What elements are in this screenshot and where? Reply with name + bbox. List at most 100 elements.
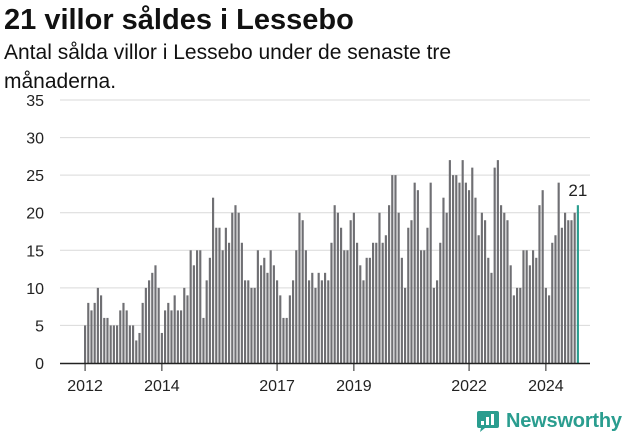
bar xyxy=(160,332,163,363)
bar xyxy=(221,250,224,363)
bar xyxy=(436,280,439,363)
bar xyxy=(484,220,487,363)
bar xyxy=(378,212,381,363)
bar xyxy=(199,250,202,363)
x-tick-label-2014: 2014 xyxy=(144,378,180,395)
bar xyxy=(442,197,445,363)
bar xyxy=(132,325,135,363)
bar xyxy=(512,295,515,363)
bar xyxy=(410,220,413,363)
bar xyxy=(461,160,464,363)
bar xyxy=(480,212,483,363)
bar xyxy=(308,280,311,363)
bar xyxy=(391,175,394,363)
bar xyxy=(426,227,429,363)
bar xyxy=(573,212,576,363)
bar xyxy=(282,317,285,363)
bar xyxy=(560,227,563,363)
bar xyxy=(231,212,234,363)
bar xyxy=(496,160,499,363)
bar xyxy=(500,205,503,363)
bar xyxy=(260,265,263,363)
bar xyxy=(368,257,371,363)
bar xyxy=(554,235,557,363)
bar xyxy=(288,295,291,363)
bar xyxy=(490,272,493,363)
bar xyxy=(404,287,407,363)
bar xyxy=(340,227,343,363)
bar xyxy=(103,317,106,363)
bar xyxy=(349,220,352,363)
bar xyxy=(420,250,423,363)
bar xyxy=(173,295,176,363)
bar xyxy=(356,242,359,363)
bar xyxy=(256,250,259,363)
bar xyxy=(509,265,512,363)
chart-title: 21 villor såldes i Lessebo xyxy=(4,4,354,36)
bar xyxy=(487,257,490,363)
bar xyxy=(346,250,349,363)
bar xyxy=(525,250,528,363)
bar xyxy=(493,167,496,363)
bar xyxy=(516,287,519,363)
bar xyxy=(196,250,199,363)
bar xyxy=(301,220,304,363)
bar xyxy=(202,317,205,363)
bar xyxy=(269,250,272,363)
brand-logo: Newsworthy xyxy=(476,406,622,436)
bar xyxy=(164,310,167,363)
bar xyxy=(276,280,279,363)
bar xyxy=(528,265,531,363)
y-tick-label-30: 30 xyxy=(26,131,44,148)
brand-name: Newsworthy xyxy=(506,409,622,432)
bar xyxy=(330,242,333,363)
bar xyxy=(84,325,87,363)
y-tick-label-15: 15 xyxy=(26,243,44,260)
bar xyxy=(119,310,122,363)
y-tick-label-25: 25 xyxy=(26,168,44,185)
y-tick-label-20: 20 xyxy=(26,206,44,223)
newsworthy-logo-icon xyxy=(477,411,499,432)
bar xyxy=(167,302,170,363)
bar xyxy=(180,310,183,363)
bar xyxy=(416,190,419,363)
bar xyxy=(186,295,189,363)
bar xyxy=(266,272,269,363)
bar xyxy=(144,287,147,363)
bar xyxy=(548,295,551,363)
bar xyxy=(432,287,435,363)
bar xyxy=(304,250,307,363)
bar xyxy=(400,257,403,363)
bar xyxy=(468,190,471,363)
bar xyxy=(372,242,375,363)
x-tick-label-2022: 2022 xyxy=(451,378,487,395)
x-tick-label-2024: 2024 xyxy=(528,378,564,395)
bar xyxy=(570,220,573,363)
bar xyxy=(138,332,141,363)
bar xyxy=(96,287,99,363)
bar xyxy=(148,280,151,363)
bar xyxy=(234,205,237,363)
bar xyxy=(157,287,160,363)
bar xyxy=(532,250,535,363)
bar xyxy=(192,265,195,363)
bar xyxy=(538,205,541,363)
y-tick-label-10: 10 xyxy=(26,281,44,298)
bar xyxy=(90,310,93,363)
bar xyxy=(503,212,506,363)
bar xyxy=(93,302,96,363)
bar xyxy=(522,250,525,363)
bar xyxy=(551,242,554,363)
bar xyxy=(253,287,256,363)
bar xyxy=(279,295,282,363)
bar xyxy=(359,265,362,363)
bar xyxy=(87,302,90,363)
bar xyxy=(455,175,458,363)
bar xyxy=(170,310,173,363)
bar xyxy=(445,212,448,363)
bar xyxy=(541,190,544,363)
y-tick-label-35: 35 xyxy=(26,93,44,110)
bar xyxy=(474,197,477,363)
bar xyxy=(272,265,275,363)
